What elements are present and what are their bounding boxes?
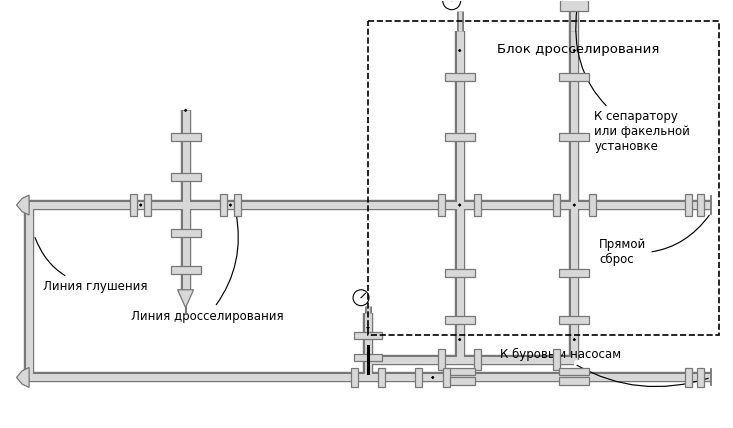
Bar: [368, 21, 719, 335]
Bar: [553, 194, 560, 216]
Bar: [685, 368, 693, 387]
Bar: [559, 133, 589, 141]
Text: Прямой
сброс: Прямой сброс: [600, 215, 710, 266]
Bar: [171, 266, 201, 274]
Bar: [445, 74, 475, 81]
Bar: [171, 173, 201, 181]
Bar: [378, 368, 386, 387]
Bar: [443, 368, 450, 387]
Bar: [234, 194, 241, 216]
Bar: [474, 194, 481, 216]
Bar: [445, 316, 475, 324]
Bar: [697, 194, 704, 216]
Bar: [438, 194, 445, 216]
Bar: [130, 194, 137, 216]
Polygon shape: [17, 368, 29, 387]
Bar: [445, 368, 475, 375]
Bar: [354, 354, 382, 361]
Bar: [559, 377, 589, 386]
Polygon shape: [17, 195, 29, 215]
Bar: [560, 0, 589, 11]
Text: Блок дросселирования: Блок дросселирования: [497, 42, 660, 56]
Text: К буровым насосам: К буровым насосам: [500, 348, 708, 386]
Bar: [559, 74, 589, 81]
Bar: [171, 229, 201, 237]
Bar: [350, 368, 358, 387]
Bar: [438, 348, 445, 371]
Bar: [171, 133, 201, 141]
Bar: [220, 194, 227, 216]
Bar: [685, 194, 693, 216]
Circle shape: [353, 290, 369, 306]
Bar: [697, 368, 704, 387]
Bar: [354, 332, 382, 339]
Bar: [474, 348, 481, 371]
Bar: [445, 269, 475, 277]
Bar: [445, 377, 475, 386]
Polygon shape: [177, 290, 194, 308]
Bar: [559, 368, 589, 375]
Bar: [144, 194, 151, 216]
Bar: [416, 368, 422, 387]
Bar: [559, 316, 589, 324]
Bar: [559, 269, 589, 277]
Text: К сепаратору
или факельной
установке: К сепаратору или факельной установке: [575, 9, 690, 153]
Bar: [553, 348, 560, 371]
Text: Линия глушения: Линия глушения: [35, 238, 147, 293]
Bar: [589, 194, 596, 216]
Bar: [445, 133, 475, 141]
Circle shape: [443, 0, 461, 10]
Text: Линия дросселирования: Линия дросселирования: [130, 213, 284, 323]
